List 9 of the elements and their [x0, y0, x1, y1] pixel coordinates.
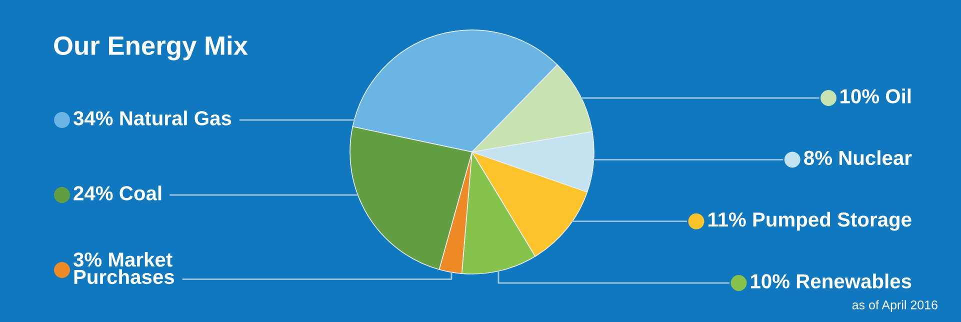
legend-label: 11% Pumped Storage [708, 212, 912, 231]
legend-label: 24% Coal [74, 186, 162, 200]
legend-label: 10% Oil [840, 88, 911, 104]
chart-title: Our Energy Mix [54, 36, 248, 60]
legend-label: 34% Natural Gas [73, 110, 232, 126]
legend-label: 10% Renewables [750, 274, 912, 288]
text: as of April 2016 [852, 300, 938, 312]
legend-label: 3% Market Purchases [73, 252, 174, 284]
legend-label: 8% Nuclear [804, 150, 912, 166]
